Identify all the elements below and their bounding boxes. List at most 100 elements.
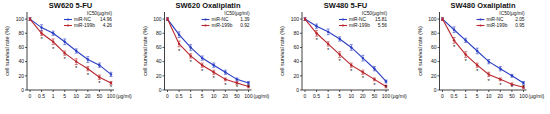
x-tick-label: 20 [223,93,229,99]
data-group [441,18,525,89]
marker [213,64,215,66]
x-tick-label: 1 [52,93,55,99]
y-tick [300,33,302,34]
marker [304,18,306,20]
x-tick-label: 0.5 [313,93,320,99]
error-bar [201,56,204,60]
y-tick-label: 40 [293,58,299,64]
y-tick [25,33,27,34]
y-tick-label: 60 [156,44,162,50]
marker [327,43,329,45]
error-bar [361,70,364,74]
significance: * [339,58,342,64]
marker [304,18,306,20]
x-tick-label: 50 [97,93,103,99]
error-bar [315,30,318,36]
x-tick-label: 10 [211,93,217,99]
marker [488,73,490,75]
x-tick [236,90,237,92]
y-axis [302,12,303,90]
x-tick-label: 50 [372,93,378,99]
legend-ic50: 2.05 [515,17,525,22]
x-tick [167,90,168,92]
x-tick [30,90,31,92]
marker [213,71,215,73]
y-tick-label: 40 [18,58,24,64]
panel: SW480 Oxaliplatincell survival rate (%)0… [417,1,545,99]
marker [441,18,443,20]
y-tick-label: 80 [18,30,24,36]
x-tick-label: 0 [166,93,169,99]
significance: * [476,68,479,74]
legend-ic50: 4.26 [103,23,113,28]
x-label: (μg/ml) [529,93,545,99]
series-line [30,19,111,74]
panel: SW620 5-FUcell survival rate (%)02040608… [4,1,132,99]
marker [166,18,168,20]
significance: * [40,36,43,42]
x-tick-label: 5 [201,93,204,99]
significance: * [488,78,491,84]
y-tick [25,47,27,48]
y-axis [27,12,28,90]
legend-marker [342,24,344,26]
y-tick-label: 100 [153,16,162,22]
series-line [305,19,386,81]
error-bar [499,78,502,81]
y-tick [163,90,165,91]
y-tick [163,61,165,62]
marker [64,41,66,43]
x-tick [523,90,524,92]
x-tick [511,90,512,92]
panel: SW620 Oxaliplatincell survival rate (%)0… [142,1,270,99]
marker [385,80,387,82]
legend-ic50: 1.39 [240,17,250,22]
y-tick [25,90,27,91]
error-bar [327,42,330,46]
significance: * [178,48,181,54]
y-tick-label: 100 [291,16,300,22]
series-line [443,19,524,83]
y-label: cell survival rate (%) [417,26,423,76]
marker [52,41,54,43]
x-axis [165,90,252,91]
x-tick [442,90,443,92]
significance: * [464,58,467,64]
significance: * [236,84,239,90]
legend-swatch [339,25,347,26]
significance: * [453,44,456,50]
x-tick [477,90,478,92]
marker [87,68,89,70]
data-group [166,18,250,88]
significance: * [189,59,192,65]
error-bar [86,57,89,63]
error-bar [385,80,388,83]
y-tick-label: 60 [431,44,437,50]
marker [327,31,329,33]
y-tick [438,47,440,48]
x-tick [374,90,375,92]
y-tick [300,75,302,76]
x-tick [305,90,306,92]
marker [499,78,501,80]
error-bar [327,29,330,35]
marker [224,78,226,80]
marker [511,75,513,77]
marker [29,18,31,20]
y-tick-label: 20 [156,73,162,79]
y-tick-label: 60 [293,44,299,50]
x-tick-label: 1 [189,93,192,99]
error-bar [86,67,89,71]
panel: SW480 5-FUcell survival rate (%)02040608… [279,1,407,99]
x-tick [386,90,387,92]
x-label: (μg/ml) [254,93,270,99]
error-bar [235,78,238,81]
x-tick-label: 20 [85,93,91,99]
marker [373,78,375,80]
marker [453,29,455,31]
error-bar [52,39,55,45]
error-bar [98,63,101,67]
x-tick-label: 0 [304,93,307,99]
x-tick [500,90,501,92]
legend-ic50: 0.95 [515,23,525,28]
